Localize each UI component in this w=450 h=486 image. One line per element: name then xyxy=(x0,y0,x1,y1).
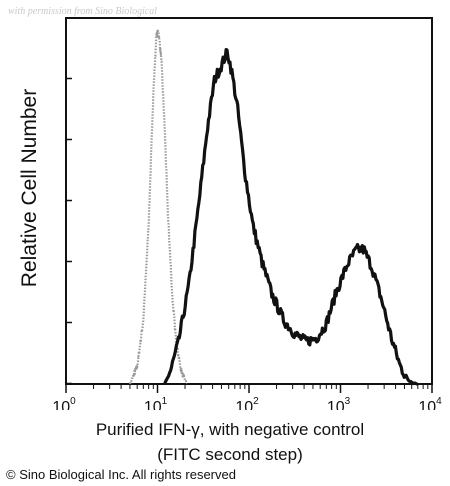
x-tick-label-base: 10 xyxy=(418,399,436,410)
negative-control-curve xyxy=(128,29,188,385)
y-ticks xyxy=(66,77,72,385)
sample-curve xyxy=(163,48,419,386)
x-tick-label-base: 10 xyxy=(327,399,345,410)
x-tick-label-exponent: 3 xyxy=(345,396,351,407)
x-tick-label: 101 xyxy=(144,396,168,410)
x-tick-label-base: 10 xyxy=(144,399,162,410)
x-axis-label-line-2: (FITC second step) xyxy=(157,445,303,464)
x-tick-label-base: 10 xyxy=(235,399,253,410)
x-tick-label: 104 xyxy=(418,396,442,410)
copyright-notice: © Sino Biological Inc. All rights reserv… xyxy=(6,467,236,482)
x-tick-label-exponent: 0 xyxy=(70,396,76,407)
y-axis-label: Relative Cell Number xyxy=(18,88,41,288)
x-tick-label-exponent: 2 xyxy=(253,396,259,407)
x-tick-label-base: 10 xyxy=(52,399,70,410)
chart-plot: 100 101 102 103 104 xyxy=(52,17,442,410)
x-tick-label-exponent: 4 xyxy=(436,396,442,407)
x-tick-label: 103 xyxy=(327,396,351,410)
x-axis-label-line-1: Purified IFN-γ, with negative control xyxy=(95,420,365,439)
x-ticks: 100 101 102 103 104 xyxy=(52,384,442,410)
x-tick-label: 102 xyxy=(235,396,259,410)
x-tick-label: 100 xyxy=(52,396,76,410)
x-tick-label-exponent: 1 xyxy=(162,396,168,407)
watermark: with permission from Sino Biological xyxy=(8,6,158,17)
series-layer xyxy=(128,29,419,386)
